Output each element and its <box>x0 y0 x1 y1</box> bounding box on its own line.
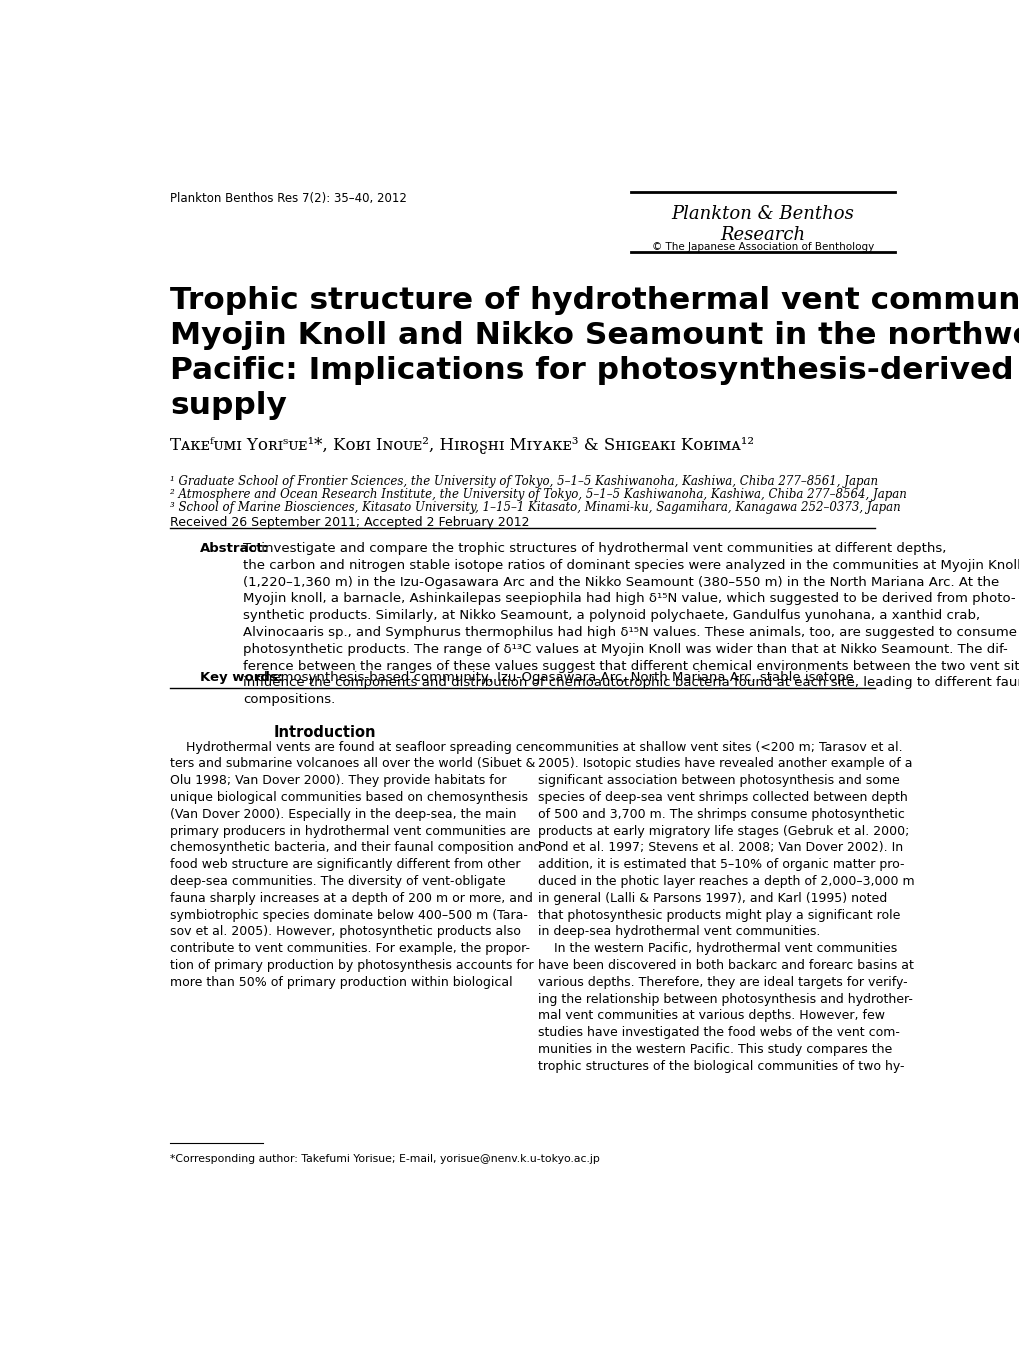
Text: ² Atmosphere and Ocean Research Institute, the University of Tokyo, 5–1–5 Kashiw: ² Atmosphere and Ocean Research Institut… <box>170 488 906 501</box>
Text: *Corresponding author: Takefumi Yorisue; E-mail, yorisue@nenv.k.u-tokyo.ac.jp: *Corresponding author: Takefumi Yorisue;… <box>170 1154 599 1165</box>
Text: ¹ Graduate School of Frontier Sciences, the University of Tokyo, 5–1–5 Kashiwano: ¹ Graduate School of Frontier Sciences, … <box>170 474 877 488</box>
Text: Hydrothermal vents are found at seafloor spreading cen-
ters and submarine volca: Hydrothermal vents are found at seafloor… <box>170 741 542 989</box>
Text: © The Japanese Association of Benthology: © The Japanese Association of Benthology <box>651 242 873 253</box>
Text: Tᴀᴋᴇᶠᴜᴍɪ Yᴏʀɪˢᴜᴇ¹*, Kᴏʁɪ Iɴᴏᴜᴇ², Hɪʀᴏʂʜɪ Mɪʏᴀᴋᴇ³ & Sʜɪɢᴇᴀᴋɪ Kᴏʁɪᴍᴀ¹²: Tᴀᴋᴇᶠᴜᴍɪ Yᴏʀɪˢᴜᴇ¹*, Kᴏʁɪ Iɴᴏᴜᴇ², Hɪʀᴏʂʜɪ… <box>170 438 753 454</box>
Text: Plankton & Benthos: Plankton & Benthos <box>671 205 854 223</box>
Text: chemosynthesis-based community, Izu-Ogasawara Arc, North Mariana Arc, stable iso: chemosynthesis-based community, Izu-Ogas… <box>249 671 853 685</box>
Text: Research: Research <box>719 226 805 245</box>
Text: Introduction: Introduction <box>274 726 376 741</box>
Text: Key words:: Key words: <box>200 671 282 685</box>
Text: Abstract:: Abstract: <box>200 542 268 554</box>
Text: Trophic structure of hydrothermal vent communities at
Myojin Knoll and Nikko Sea: Trophic structure of hydrothermal vent c… <box>170 287 1019 420</box>
Text: ³ School of Marine Biosciences, Kitasato University, 1–15–1 Kitasato, Minami-ku,: ³ School of Marine Biosciences, Kitasato… <box>170 501 900 514</box>
Text: communities at shallow vent sites (<200 m; Tarasov et al.
2005). Isotopic studie: communities at shallow vent sites (<200 … <box>538 741 914 1072</box>
Text: Plankton Benthos Res 7(2): 35–40, 2012: Plankton Benthos Res 7(2): 35–40, 2012 <box>170 193 407 205</box>
Text: Received 26 September 2011; Accepted 2 February 2012: Received 26 September 2011; Accepted 2 F… <box>170 515 529 529</box>
Text: To investigate and compare the trophic structures of hydrothermal vent communiti: To investigate and compare the trophic s… <box>243 542 1019 707</box>
